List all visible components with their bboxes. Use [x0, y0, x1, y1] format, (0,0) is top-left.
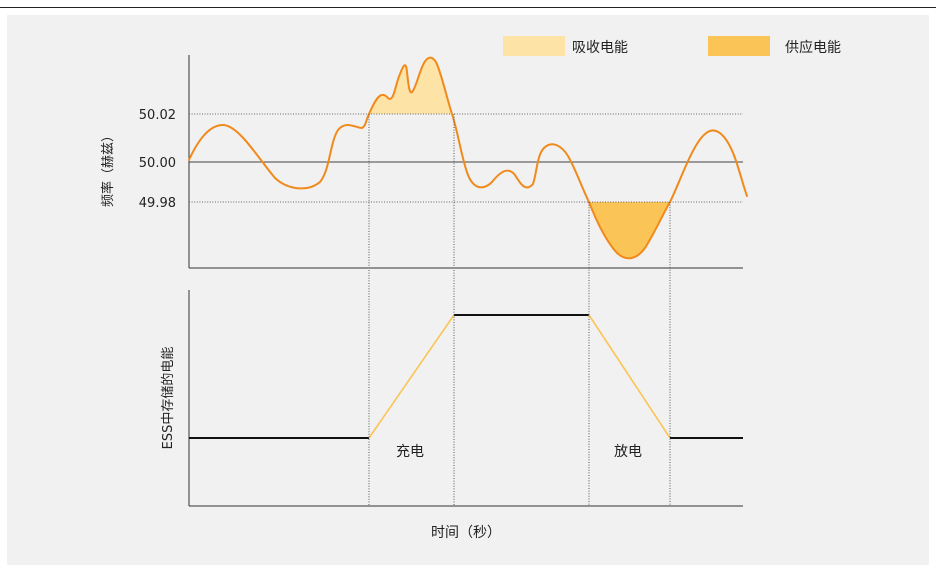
- frequency-y-label: 频率（赫兹）: [100, 129, 116, 207]
- legend-absorb-label: 吸收电能: [572, 40, 628, 56]
- legend-supply-label: 供应电能: [785, 39, 841, 56]
- top-rule: [0, 7, 936, 8]
- legend-absorb-swatch: [503, 36, 565, 56]
- tick-50-00: 50.00: [139, 156, 176, 171]
- legend: 吸收电能 供应电能: [503, 36, 841, 56]
- supply-area: [589, 202, 670, 259]
- tick-50-02: 50.02: [139, 108, 176, 123]
- frequency-curve: [188, 56, 748, 260]
- energy-y-label: ESS中存储的电能: [160, 347, 176, 450]
- energy-charge-ramp: [368, 314, 455, 439]
- frequency-chart: 50.02 50.00 49.98 频率（赫兹）: [100, 55, 748, 269]
- diagram-panel: [7, 15, 929, 565]
- energy-chart: ESS中存储的电能 充电 放电: [160, 290, 743, 507]
- x-axis-label: 时间（秒）: [431, 525, 501, 541]
- energy-discharge-ramp: [588, 314, 671, 439]
- legend-supply-swatch: [708, 36, 770, 56]
- tick-49-98: 49.98: [139, 196, 176, 211]
- charge-label: 充电: [396, 444, 424, 460]
- absorb-area: [369, 57, 452, 114]
- time-guides: [368, 114, 671, 506]
- discharge-label: 放电: [614, 444, 642, 460]
